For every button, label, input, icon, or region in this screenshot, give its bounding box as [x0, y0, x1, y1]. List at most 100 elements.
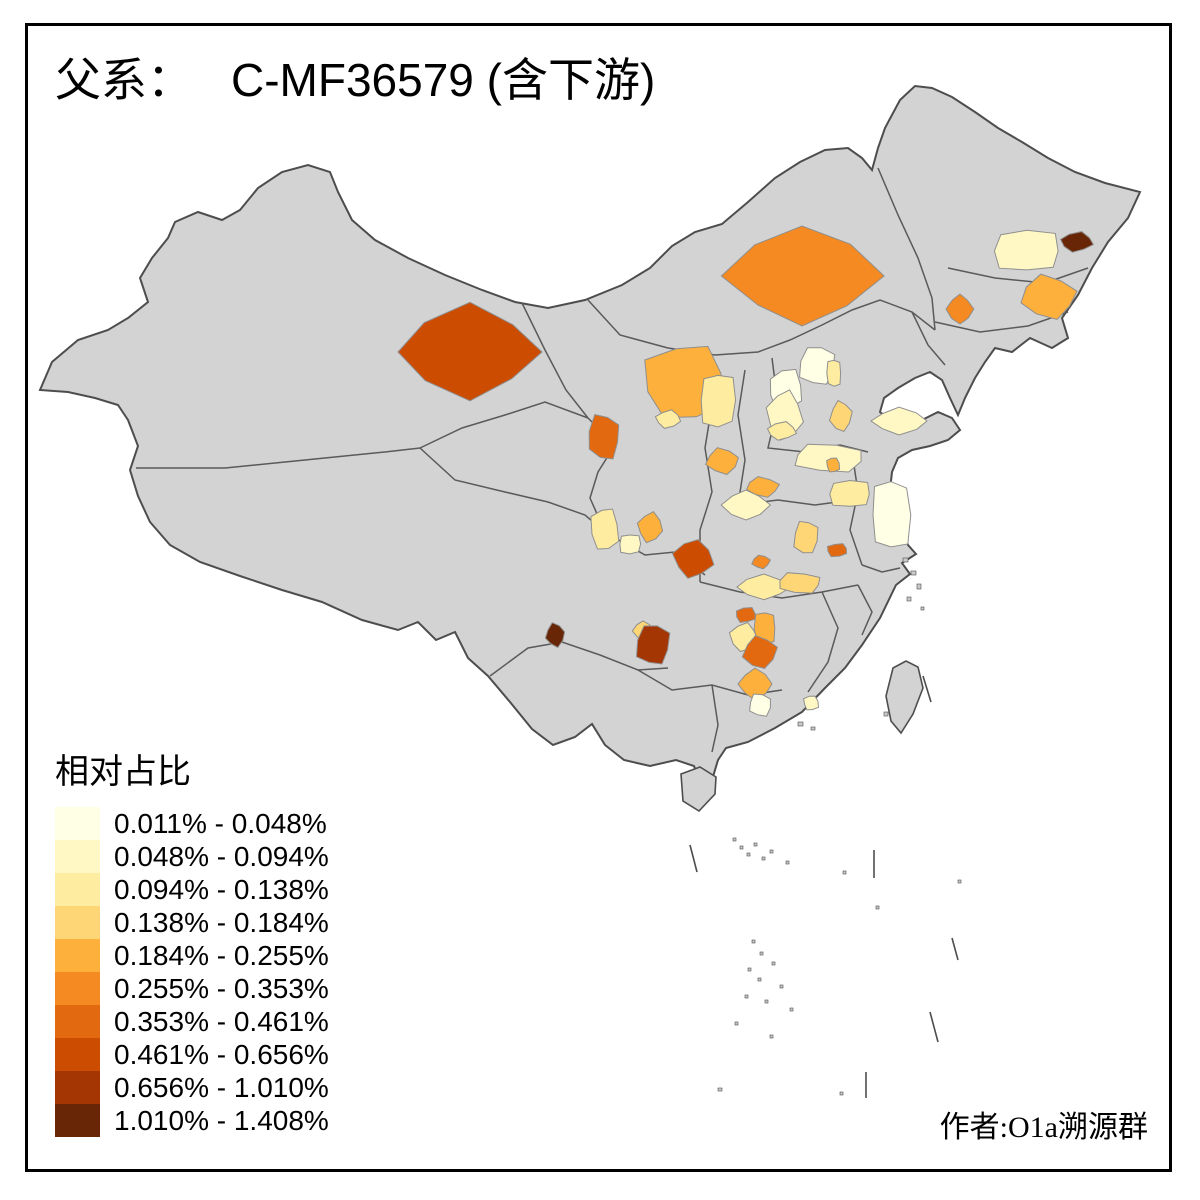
hainan-island	[680, 766, 717, 813]
legend-item: 0.094% - 0.138%	[55, 873, 329, 906]
island-dot	[747, 967, 752, 972]
legend-item: 0.011% - 0.048%	[55, 807, 329, 840]
map-region	[636, 510, 664, 544]
legend-label: 0.048% - 0.094%	[114, 841, 329, 872]
map-region	[779, 572, 821, 594]
legend-item: 0.048% - 0.094%	[55, 840, 329, 873]
island-dot	[842, 870, 847, 875]
island-dot	[875, 905, 880, 910]
sea-dash-line	[689, 844, 698, 873]
island-dot	[717, 1087, 723, 1092]
legend-swatch	[55, 1071, 100, 1104]
island-dot	[764, 999, 769, 1004]
map-region	[1059, 231, 1095, 253]
map-region	[826, 543, 848, 558]
island-dot	[769, 849, 774, 854]
island-dot	[789, 1007, 794, 1012]
island-dot	[910, 570, 917, 576]
author-credit: 作者:O1a溯源群	[939, 1111, 1148, 1144]
map-region	[544, 622, 566, 649]
map-region	[1020, 273, 1078, 321]
legend: 相对占比 0.011% - 0.048% 0.048% - 0.094% 0.094…	[55, 744, 329, 1137]
map-region	[735, 606, 757, 623]
island-dot	[839, 1091, 844, 1096]
island-dot	[739, 845, 744, 850]
island-dot	[797, 721, 804, 727]
map-region	[736, 573, 792, 601]
map-region	[799, 347, 836, 385]
map-region	[654, 409, 682, 429]
island-dot	[916, 583, 922, 590]
island-dot	[744, 994, 749, 999]
small-islands	[689, 557, 962, 1098]
island-dot	[810, 726, 816, 731]
legend-item: 0.656% - 1.010%	[55, 1071, 329, 1104]
legend-label: 0.011% - 0.048%	[114, 808, 327, 839]
legend-label: 0.461% - 0.656%	[114, 1039, 329, 1070]
island-dot	[734, 1021, 739, 1026]
island-dot	[732, 837, 737, 842]
map-region	[766, 421, 798, 441]
page-title: 父系： C-MF36579 (含下游)	[55, 55, 655, 107]
legend-swatch	[55, 807, 100, 840]
legend-label: 1.010% - 1.408%	[114, 1105, 329, 1136]
map-region	[803, 695, 820, 711]
title-lineage-label: 父系：	[55, 55, 193, 106]
map-region	[793, 520, 819, 554]
legend-swatch	[55, 939, 100, 972]
legend-label: 0.656% - 1.010%	[114, 1072, 329, 1103]
map-region	[945, 293, 975, 325]
legend-swatch	[55, 1104, 100, 1137]
island-dot	[771, 961, 776, 966]
map-region	[397, 301, 543, 402]
legend-item: 0.461% - 0.656%	[55, 1038, 329, 1071]
legend-items: 0.011% - 0.048% 0.048% - 0.094% 0.094% - 0…	[55, 807, 329, 1137]
legend-label: 0.255% - 0.353%	[114, 973, 329, 1004]
legend-swatch	[55, 972, 100, 1005]
map-region	[993, 229, 1059, 271]
island-dot	[957, 879, 962, 884]
map-region	[671, 539, 715, 579]
map-region	[590, 508, 620, 550]
island-dot	[757, 977, 762, 982]
island-dot	[769, 1034, 774, 1039]
map-region	[828, 399, 853, 433]
legend-swatch	[55, 1038, 100, 1071]
island-dot	[759, 951, 764, 956]
legend-item: 0.353% - 0.461%	[55, 1005, 329, 1038]
map-region	[826, 359, 842, 387]
map-region	[794, 443, 862, 473]
legend-label: 0.353% - 0.461%	[114, 1006, 329, 1037]
legend-title: 相对占比	[55, 754, 191, 791]
legend-item: 0.184% - 0.255%	[55, 939, 329, 972]
map-region	[700, 374, 737, 428]
map-region	[745, 476, 781, 498]
title-haplogroup: C-MF36579 (含下游)	[231, 54, 656, 106]
island-dot	[906, 596, 912, 602]
island-dot	[920, 606, 925, 611]
figure-frame	[25, 23, 1172, 1172]
island-dot	[902, 557, 909, 563]
map-region	[619, 534, 642, 555]
sea-dash-line	[929, 1011, 939, 1043]
legend-swatch	[55, 840, 100, 873]
taiwan-island	[885, 660, 924, 735]
map-region	[720, 225, 885, 327]
map-region	[749, 693, 771, 717]
sea-dash-line	[922, 675, 932, 703]
map-region	[829, 479, 870, 507]
legend-item: 1.010% - 1.408%	[55, 1104, 329, 1137]
island-dot	[753, 842, 758, 847]
island-dot	[785, 860, 790, 865]
sea-dash-line	[951, 937, 959, 961]
map-region	[751, 554, 772, 570]
legend-item: 0.138% - 0.184%	[55, 906, 329, 939]
island-dot	[751, 939, 756, 944]
legend-item: 0.255% - 0.353%	[55, 972, 329, 1005]
legend-label: 0.184% - 0.255%	[114, 940, 329, 971]
island-dot	[779, 984, 784, 989]
legend-label: 0.094% - 0.138%	[114, 874, 329, 905]
map-region	[720, 489, 772, 521]
map-region	[826, 457, 841, 473]
